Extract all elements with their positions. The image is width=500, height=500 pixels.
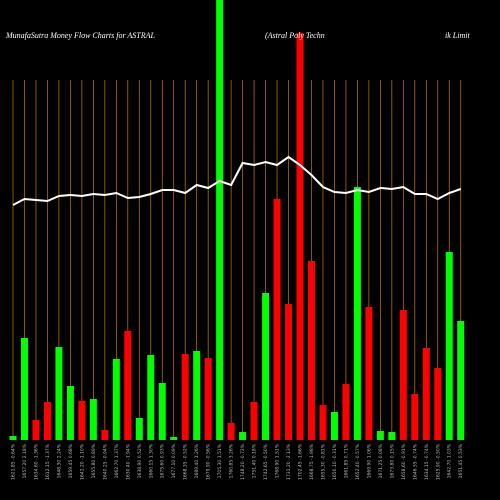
bar bbox=[9, 436, 17, 440]
bar bbox=[158, 383, 166, 440]
bar bbox=[411, 394, 419, 440]
x-tick-label: 1668.75 -1.98% bbox=[309, 443, 315, 480]
bar bbox=[147, 355, 155, 440]
bar bbox=[376, 431, 384, 440]
x-tick-label: 1705.30 1.51% bbox=[217, 443, 223, 478]
lines bbox=[12, 155, 462, 206]
x-tick-label: 1689.40 1.26% bbox=[194, 443, 200, 478]
bar bbox=[445, 252, 453, 440]
bar bbox=[330, 412, 338, 440]
bar bbox=[216, 0, 224, 440]
bar bbox=[239, 432, 247, 440]
x-tick-label: 1673.80 0.15% bbox=[389, 443, 395, 478]
labels: 1621.85 -0.64% 1657.20 2.18% 1634.60 -1.36… bbox=[11, 443, 465, 480]
x-tick-label: 1650.10 -0.31% bbox=[332, 443, 338, 480]
x-tick-label: 1768.90 1.51% bbox=[275, 443, 281, 478]
bars bbox=[9, 0, 465, 440]
bar bbox=[342, 384, 350, 440]
bar bbox=[307, 261, 315, 440]
x-tick-label: 1651.45 0.53% bbox=[458, 443, 464, 478]
bar bbox=[43, 402, 51, 440]
bar bbox=[296, 33, 304, 440]
bar bbox=[285, 304, 293, 440]
bar bbox=[273, 199, 281, 440]
x-tick-label: 1634.60 -1.36% bbox=[33, 443, 39, 480]
bar bbox=[204, 358, 212, 440]
chart-subtitle-tail: ik Limit bbox=[445, 31, 470, 40]
x-tick-label: 1731.20 -2.13% bbox=[286, 443, 292, 480]
bar bbox=[55, 347, 63, 440]
bar bbox=[457, 321, 465, 440]
x-tick-label: 1625.90 -0.50% bbox=[435, 443, 441, 480]
x-tick-label: 1669.90 1.06% bbox=[366, 443, 372, 478]
x-tick-label: 1659.45 0.68% bbox=[68, 443, 74, 478]
x-tick-label: 1621.85 -0.64% bbox=[11, 443, 17, 480]
bar bbox=[227, 423, 235, 440]
bar bbox=[181, 354, 189, 440]
bar bbox=[319, 405, 327, 440]
x-tick-label: 1662.70 1.37% bbox=[114, 443, 120, 478]
bar bbox=[250, 402, 258, 440]
x-tick-label: 1675.60 0.93% bbox=[160, 443, 166, 478]
money-flow-line bbox=[12, 155, 462, 206]
x-tick-label: 1612.15 -1.37% bbox=[45, 443, 51, 480]
bar bbox=[66, 386, 74, 440]
bar bbox=[365, 307, 373, 440]
x-tick-label: 1655.30 -0.81% bbox=[320, 443, 326, 480]
bar bbox=[20, 338, 28, 440]
bar bbox=[124, 331, 132, 440]
bar bbox=[399, 310, 407, 440]
x-tick-label: 1657.20 2.18% bbox=[22, 443, 28, 478]
bar bbox=[193, 351, 201, 440]
bar bbox=[388, 432, 396, 440]
bar bbox=[353, 187, 361, 440]
bar bbox=[78, 401, 86, 440]
x-tick-label: 1630.40 -1.94% bbox=[125, 443, 131, 480]
bar bbox=[32, 420, 40, 440]
x-tick-label: 1641.20 -1.10% bbox=[79, 443, 85, 480]
x-tick-label: 1677.10 0.09% bbox=[171, 443, 177, 478]
x-tick-label: 1658.60 -0.91% bbox=[401, 443, 407, 480]
bar bbox=[112, 359, 120, 440]
x-tick-label: 1646.35 -0.74% bbox=[412, 443, 418, 480]
x-tick-label: 1638.90 0.52% bbox=[137, 443, 143, 478]
x-tick-label: 1661.85 0.71% bbox=[343, 443, 349, 478]
bar bbox=[101, 430, 109, 440]
x-tick-label: 1679.90 -0.56% bbox=[206, 443, 212, 480]
x-tick-label: 1751.40 0.18% bbox=[252, 443, 258, 478]
x-tick-label: 1702.45 -1.66% bbox=[298, 443, 304, 480]
x-tick-label: 1748.20 -0.72% bbox=[240, 443, 246, 480]
x-tick-label: 1671.25 0.08% bbox=[378, 443, 384, 478]
bar bbox=[89, 399, 97, 440]
x-tick-label: 1634.15 -0.74% bbox=[424, 443, 430, 480]
x-tick-label: 1652.40 -0.57% bbox=[355, 443, 361, 480]
x-tick-label: 1640.25 -0.94% bbox=[102, 443, 108, 480]
x-tick-label: 1742.65 -0.50% bbox=[263, 443, 269, 480]
bar bbox=[135, 418, 143, 440]
x-tick-label: 1655.80 0.89% bbox=[91, 443, 97, 478]
chart-subtitle: (Astral Poly Techn bbox=[265, 31, 325, 40]
chart-title: MunafaSutra Money Flow Charts for ASTRAL bbox=[5, 31, 156, 40]
x-tick-label: 1660.15 1.30% bbox=[148, 443, 154, 478]
x-tick-label: 1760.85 3.26% bbox=[229, 443, 235, 478]
x-tick-label: 1648.30 2.24% bbox=[56, 443, 62, 478]
x-tick-label: 1642.70 1.03% bbox=[447, 443, 453, 478]
bar bbox=[262, 293, 270, 440]
bar bbox=[170, 437, 178, 440]
bar bbox=[434, 368, 442, 440]
x-tick-label: 1668.35 -0.52% bbox=[183, 443, 189, 480]
bar bbox=[422, 348, 430, 440]
